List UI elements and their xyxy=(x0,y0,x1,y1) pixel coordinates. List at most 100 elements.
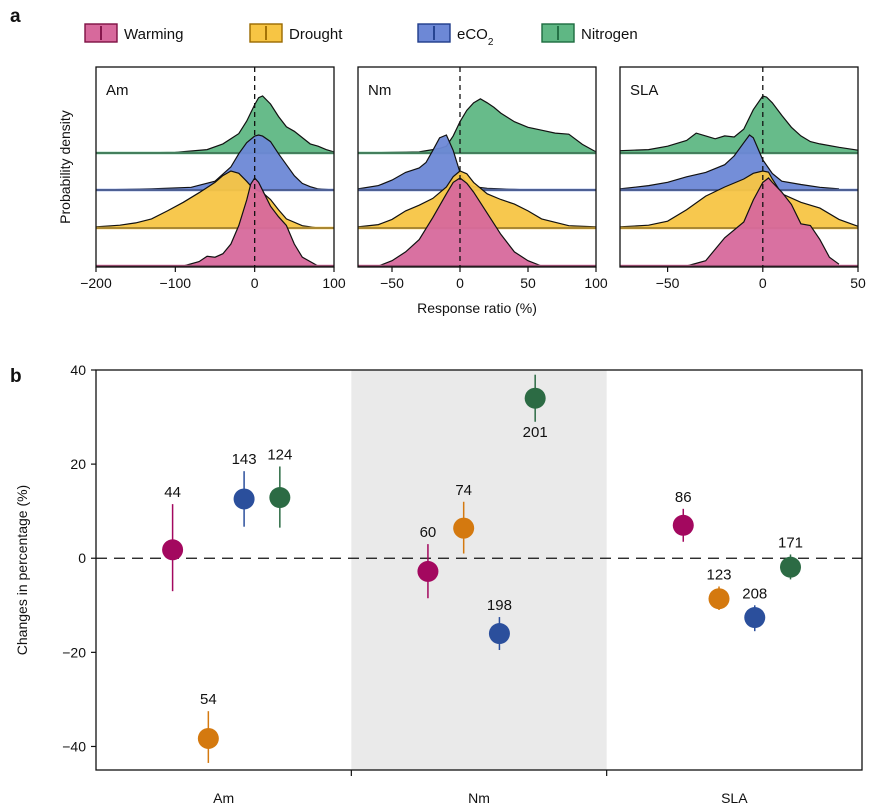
legend-label-text: Warming xyxy=(124,26,183,43)
sample-size-label: 86 xyxy=(675,489,692,506)
density-panel-am: Am −200 −100 0 100 xyxy=(80,66,346,291)
sample-size-label: 44 xyxy=(164,484,181,501)
panel-title-sla: SLA xyxy=(630,82,658,99)
density-curve-drought xyxy=(357,170,597,228)
panel-a-label: a xyxy=(10,6,21,27)
panel-frame xyxy=(95,66,335,268)
x-tick-label: 0 xyxy=(251,275,259,291)
sample-size-label: 54 xyxy=(200,691,217,708)
x-tick-label: −100 xyxy=(160,275,192,291)
density-curve-warming xyxy=(183,177,319,267)
mean-dot xyxy=(269,487,291,509)
sample-size-label: 74 xyxy=(455,482,472,499)
legend-label-nitrogen: Nitrogen xyxy=(581,26,638,43)
x-tick-label: 0 xyxy=(759,275,767,291)
legend-label-warming: Warming xyxy=(124,26,183,43)
density-curve-eco2 xyxy=(95,134,335,191)
effect-point-sla-drought: 123 xyxy=(706,566,732,610)
density-panel-nm: Nm −50 0 50 100 xyxy=(357,66,608,291)
effect-point-sla-eco2: 208 xyxy=(742,585,767,632)
legend-label-text: Drought xyxy=(289,26,343,43)
legend-label-drought: Drought xyxy=(289,26,343,43)
density-area-drought xyxy=(620,171,858,228)
density-area-eco2 xyxy=(358,135,528,190)
density-curve-eco2 xyxy=(357,134,529,191)
density-area-nitrogen xyxy=(620,96,858,153)
density-area-eco2 xyxy=(620,135,839,190)
panel-b-frame xyxy=(95,369,863,771)
mean-dot xyxy=(744,607,766,629)
mean-dot xyxy=(488,623,510,645)
mean-dot xyxy=(672,514,694,536)
panel-b-effect-sizes: −40 −20 0 20 40 Am Nm SLA Changes in percentage … xyxy=(14,362,863,806)
density-curve-nitrogen xyxy=(619,95,859,152)
mean-dot xyxy=(453,517,475,539)
mean-dot xyxy=(162,539,184,561)
x-tick-label: 0 xyxy=(456,275,464,291)
y-tick-label: 0 xyxy=(78,550,86,566)
sample-size-label: 60 xyxy=(420,524,437,541)
category-label-am: Am xyxy=(213,790,234,806)
sample-size-label: 208 xyxy=(742,585,767,602)
panel-frame xyxy=(357,66,597,268)
x-tick-label: 100 xyxy=(584,275,608,291)
density-curve-nitrogen xyxy=(135,95,335,154)
mean-dot xyxy=(233,488,255,510)
mean-dot xyxy=(708,588,730,610)
sample-size-label: 198 xyxy=(487,597,512,614)
panel-a-y-axis-label: Probability density xyxy=(57,110,73,224)
category-label-nm: Nm xyxy=(468,790,490,806)
effect-point-sla-warming: 86 xyxy=(672,489,694,542)
x-tick-label: −50 xyxy=(656,275,680,291)
x-tick-label: 50 xyxy=(520,275,536,291)
effect-point-am-nitrogen: 124 xyxy=(267,446,292,528)
panel-title-am: Am xyxy=(106,82,129,99)
panel-a-density-plots: Am −200 −100 0 100 Nm −50 0 50 100 SLA −50 0 50 Probab… xyxy=(57,66,866,316)
x-tick-label: −200 xyxy=(80,275,112,291)
y-tick-label: 20 xyxy=(70,456,86,472)
panel-b-y-axis-label: Changes in percentage (%) xyxy=(14,485,30,655)
x-tick-label: −50 xyxy=(380,275,404,291)
mean-dot xyxy=(780,556,802,578)
sample-size-label: 143 xyxy=(232,451,257,468)
mean-dot xyxy=(524,387,546,409)
x-tick-label: 50 xyxy=(850,275,866,291)
legend: Warming Drought eCO2 Nitrogen xyxy=(84,23,638,48)
y-tick-label: −20 xyxy=(62,644,86,660)
density-area-nitrogen xyxy=(358,98,596,153)
sample-size-label: 124 xyxy=(267,446,292,463)
sample-size-label: 171 xyxy=(778,534,803,551)
legend-label-eco2: eCO2 xyxy=(457,26,494,48)
density-curve-drought xyxy=(95,170,319,229)
legend-label-text: eCO xyxy=(457,26,488,43)
mean-dot xyxy=(197,727,219,749)
legend-label-subscript: 2 xyxy=(488,37,494,48)
panel-b-label: b xyxy=(10,366,22,387)
density-panel-sla: SLA −50 0 50 xyxy=(619,66,866,291)
density-area-eco2 xyxy=(96,135,334,190)
panel-a-x-axis-label: Response ratio (%) xyxy=(417,300,537,316)
x-tick-label: 100 xyxy=(322,275,346,291)
density-curve-drought xyxy=(619,170,859,228)
density-curve-warming xyxy=(686,177,840,267)
density-area-nitrogen xyxy=(135,96,334,153)
y-tick-label: 40 xyxy=(70,362,86,378)
effect-point-am-warming: 44 xyxy=(162,484,184,592)
category-label-sla: SLA xyxy=(721,790,748,806)
y-tick-label: −40 xyxy=(62,738,86,754)
effect-point-am-drought: 54 xyxy=(197,691,219,763)
effect-point-nm-nitrogen: 201 xyxy=(523,374,548,441)
effect-point-nm-drought: 74 xyxy=(453,482,475,554)
panel-title-nm: Nm xyxy=(368,82,391,99)
density-area-warming xyxy=(183,178,319,266)
sample-size-label: 201 xyxy=(523,424,548,441)
panel-frame xyxy=(619,66,859,268)
effect-point-sla-nitrogen: 171 xyxy=(778,534,803,580)
sample-size-label: 123 xyxy=(706,566,731,583)
effect-point-am-eco2: 143 xyxy=(232,451,257,527)
legend-item-nitrogen: Nitrogen xyxy=(541,23,638,43)
effect-point-nm-eco2: 198 xyxy=(487,597,512,650)
legend-item-eco2: eCO2 xyxy=(417,23,494,48)
effect-point-nm-warming: 60 xyxy=(417,524,439,599)
